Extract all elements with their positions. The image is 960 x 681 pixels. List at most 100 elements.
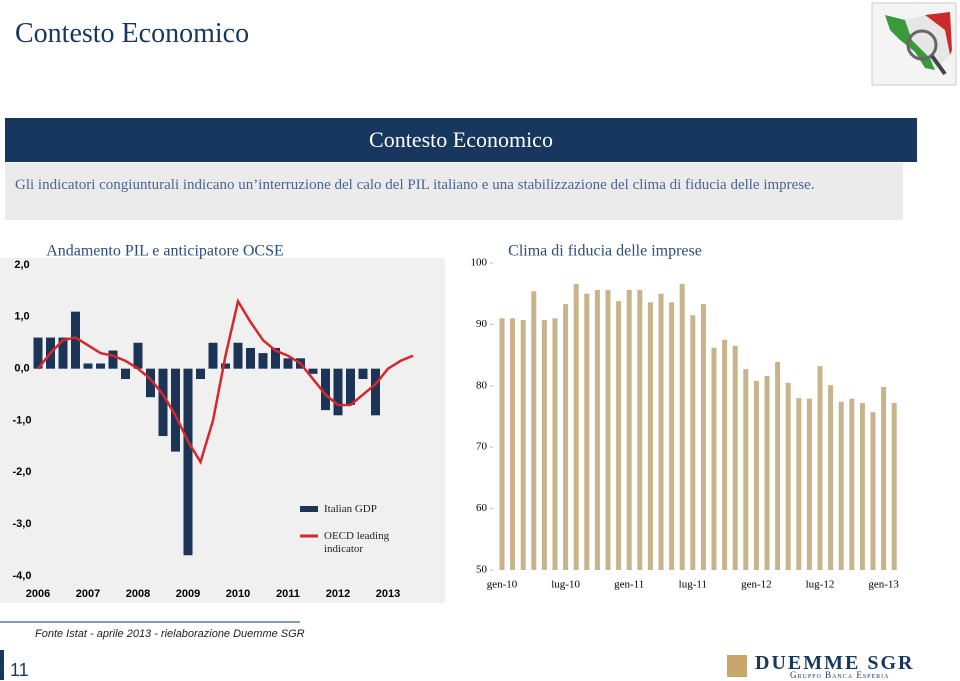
y-tick-label: 100 xyxy=(471,257,488,269)
bar xyxy=(859,402,865,570)
chart-title: Andamento PIL e anticipatore OCSE xyxy=(46,243,284,260)
bar xyxy=(669,302,675,570)
y-tick-label: 0,0 xyxy=(14,363,29,375)
bar xyxy=(817,366,823,570)
bar xyxy=(647,302,653,570)
bar xyxy=(221,363,230,369)
bar xyxy=(499,318,505,570)
logo-text: DUEMME SGR xyxy=(755,652,915,674)
y-tick-label: 80 xyxy=(476,379,488,391)
bar xyxy=(849,398,855,570)
bar xyxy=(133,342,143,369)
y-tick-label: 1,0 xyxy=(14,311,29,323)
bar xyxy=(775,361,781,570)
bar xyxy=(308,368,318,374)
bar xyxy=(531,291,537,570)
page-number: 11 xyxy=(10,660,29,680)
x-tick-label: lug-12 xyxy=(806,579,835,591)
bar xyxy=(711,347,717,570)
bar xyxy=(196,368,205,380)
bar xyxy=(700,304,706,570)
bar xyxy=(171,368,180,452)
y-tick-label: 2,0 xyxy=(14,259,29,271)
bar xyxy=(510,318,516,570)
legend-label: Italian GDP xyxy=(324,503,377,515)
bar xyxy=(520,320,526,570)
bar xyxy=(594,290,600,570)
bar xyxy=(541,320,547,570)
bar xyxy=(71,311,80,369)
page-title: Contesto Economico xyxy=(15,18,250,49)
bar xyxy=(785,382,791,570)
bar xyxy=(722,339,728,570)
bar xyxy=(283,358,293,369)
source-note: Fonte Istat - aprile 2013 - rielaborazio… xyxy=(35,628,305,640)
legend-swatch xyxy=(300,506,318,512)
bar xyxy=(626,290,632,570)
bar xyxy=(828,385,834,570)
x-tick-label: 2008 xyxy=(126,588,150,600)
legend-label: OECD leading indicator xyxy=(324,530,390,555)
bar xyxy=(146,368,155,398)
bar xyxy=(658,293,664,570)
bar xyxy=(637,290,643,570)
y-tick-label: 60 xyxy=(476,502,488,514)
bar xyxy=(96,363,105,369)
bar xyxy=(679,283,685,570)
bar xyxy=(333,368,343,416)
logo-subtext: Gruppo Banca Esperia xyxy=(790,670,890,680)
bar xyxy=(258,353,268,369)
bar xyxy=(870,412,876,570)
x-tick-label: 2009 xyxy=(176,588,200,600)
bar xyxy=(358,368,368,380)
banner-title: Contesto Economico xyxy=(5,118,917,162)
bar xyxy=(616,301,622,570)
x-tick-label: 2006 xyxy=(26,588,50,600)
y-tick-label: -1,0 xyxy=(13,414,32,426)
bar xyxy=(183,368,193,556)
x-tick-label: lug-11 xyxy=(679,579,707,591)
intro-text: Gli indicatori congiunturali indicano un… xyxy=(5,163,903,220)
bar xyxy=(881,387,887,570)
bar xyxy=(208,342,218,369)
y-tick-label: 90 xyxy=(476,318,488,330)
y-tick-label: -4,0 xyxy=(13,570,32,582)
bar xyxy=(605,290,611,570)
bar xyxy=(838,401,844,570)
bar xyxy=(573,283,579,570)
bar xyxy=(321,368,330,411)
chart-title: Clima di fiducia delle imprese xyxy=(508,243,702,260)
bar xyxy=(58,337,68,369)
bar xyxy=(552,318,558,570)
x-tick-label: 2007 xyxy=(76,588,100,600)
bar xyxy=(246,347,255,369)
x-tick-label: gen-10 xyxy=(487,579,518,591)
bar xyxy=(33,337,43,369)
bar xyxy=(371,368,380,416)
x-tick-label: lug-10 xyxy=(551,579,580,591)
bar xyxy=(796,398,802,570)
bar xyxy=(690,315,696,570)
bar xyxy=(158,368,168,437)
bar xyxy=(764,375,770,570)
bar xyxy=(233,342,243,369)
y-tick-label: -2,0 xyxy=(13,466,32,478)
bar xyxy=(753,380,759,570)
bar xyxy=(108,350,118,369)
bar xyxy=(346,368,355,405)
y-tick-label: 50 xyxy=(476,564,488,576)
bar xyxy=(271,347,280,369)
bar xyxy=(806,398,812,570)
bar xyxy=(732,345,738,570)
x-tick-label: 2013 xyxy=(376,588,400,600)
x-tick-label: 2010 xyxy=(226,588,250,600)
x-tick-label: 2012 xyxy=(326,588,350,600)
bar xyxy=(121,368,130,380)
x-tick-label: gen-12 xyxy=(741,579,772,591)
y-tick-label: 70 xyxy=(476,441,488,453)
bar xyxy=(83,363,93,369)
bar xyxy=(563,304,569,570)
line xyxy=(37,297,414,466)
